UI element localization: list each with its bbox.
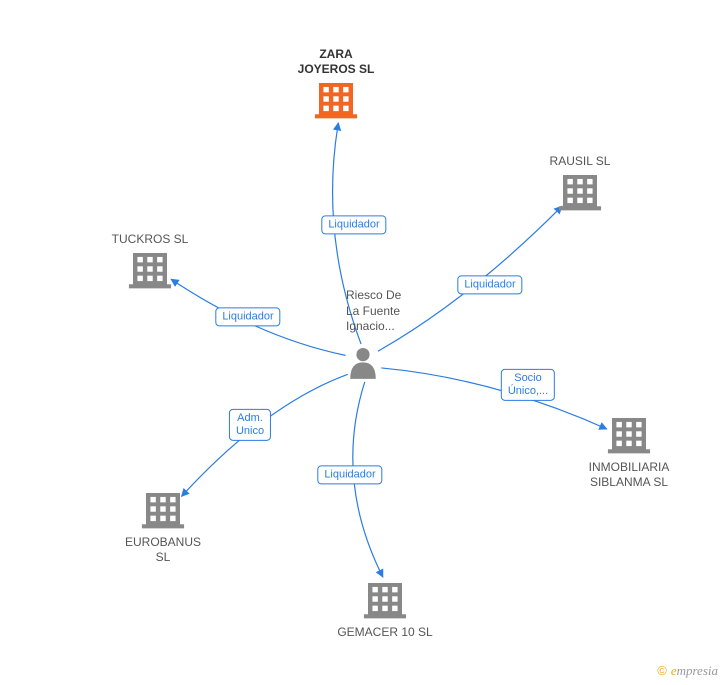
copyright-symbol: ©	[657, 663, 667, 678]
building-icon-tuckros	[129, 253, 171, 288]
building-icon-inmobiliaria	[608, 418, 650, 453]
edge-gemacer	[353, 382, 383, 577]
edge-tuckros	[171, 279, 346, 355]
person-icon	[350, 348, 376, 379]
building-icon-gemacer	[364, 583, 406, 618]
diagram-canvas	[0, 0, 728, 685]
edge-inmobiliaria	[381, 368, 606, 429]
edge-eurobanus	[182, 374, 348, 496]
edge-zara	[333, 123, 362, 344]
building-icon-rausil	[559, 175, 601, 210]
building-icon-zara	[315, 83, 357, 118]
brand-rest: mpresia	[677, 663, 718, 678]
edge-rausil	[378, 206, 562, 351]
building-icon-eurobanus	[142, 493, 184, 528]
watermark: ©empresia	[657, 663, 718, 679]
